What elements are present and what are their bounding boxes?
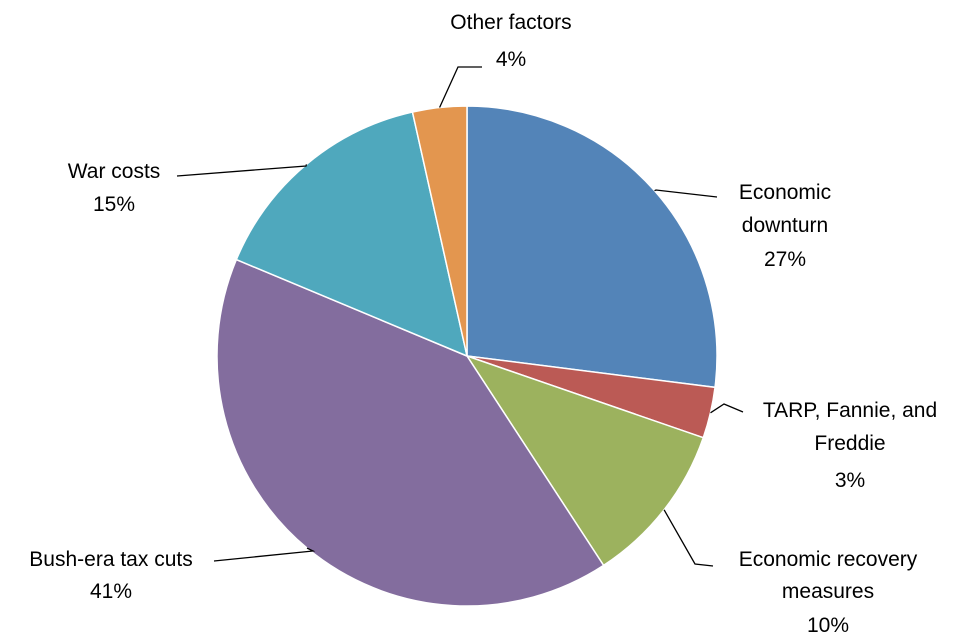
slice-percent: 41% — [90, 580, 132, 603]
leader-line-tarp-fannie-and-freddie — [710, 403, 744, 414]
leader-line-economic-recovery-measures — [663, 509, 714, 567]
pie-slice-economic-recovery-measures — [465, 354, 705, 567]
slice-label-line: Other factors — [450, 11, 571, 34]
label-war-costs: War costs 15% — [68, 160, 161, 216]
slice-label-line: Economic recovery — [739, 548, 918, 571]
slice-label-line: Freddie — [814, 432, 885, 455]
slice-percent: 10% — [807, 614, 849, 637]
slice-label-line: measures — [782, 580, 874, 603]
slice-percent: 3% — [835, 469, 865, 492]
slice-percent: 27% — [764, 248, 806, 271]
label-other-factors: Other factors 4% — [450, 11, 571, 71]
slice-label-line: Economic — [739, 181, 831, 204]
slice-percent: 4% — [496, 48, 526, 71]
label-tarp-fannie-freddie: TARP, Fannie, and Freddie 3% — [763, 399, 937, 492]
leader-line-war-costs — [176, 164, 308, 177]
pie-slice-economic-downturn — [466, 105, 718, 389]
label-economic-recovery: Economic recovery measures 10% — [739, 548, 918, 637]
slice-label-line: downturn — [742, 214, 828, 237]
slice-label-line: War costs — [68, 160, 161, 183]
pie-slice-other-factors — [411, 105, 468, 357]
leader-line-economic-downturn — [654, 189, 718, 198]
label-bush-era-tax-cuts: Bush-era tax cuts 41% — [29, 548, 192, 603]
leader-lines — [176, 66, 744, 567]
label-economic-downturn: Economic downturn 27% — [739, 181, 831, 271]
slice-label-line: Bush-era tax cuts — [29, 548, 192, 571]
leader-line-other-factors — [439, 66, 482, 108]
slice-label-line: TARP, Fannie, and — [763, 399, 937, 422]
pie-slices — [216, 105, 718, 607]
slice-percent: 15% — [93, 193, 135, 216]
leader-line-bush-era-tax-cuts — [213, 547, 316, 562]
